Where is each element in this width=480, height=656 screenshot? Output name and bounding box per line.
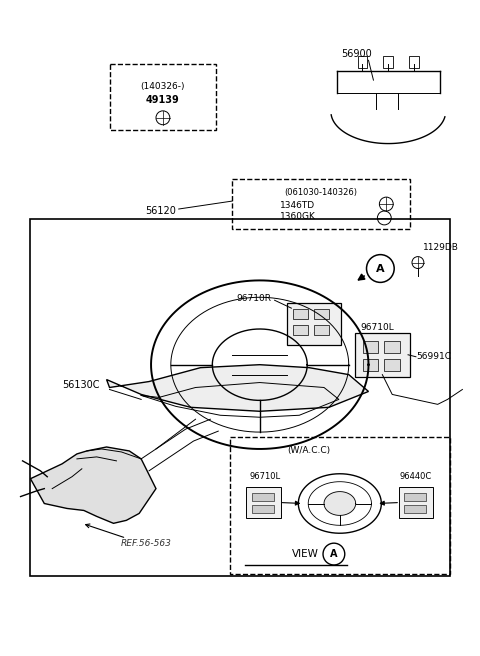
Text: 56900: 56900 xyxy=(341,49,372,59)
Text: 1346TD: 1346TD xyxy=(279,201,315,209)
Text: (061030-140326): (061030-140326) xyxy=(285,188,358,197)
Text: (W/A.C.C): (W/A.C.C) xyxy=(288,447,331,455)
Bar xyxy=(358,56,367,68)
Text: 96710R: 96710R xyxy=(237,294,272,303)
Text: 56130C: 56130C xyxy=(62,380,99,390)
Text: 56120: 56120 xyxy=(145,206,176,216)
Bar xyxy=(384,341,400,353)
Text: 56991C: 56991C xyxy=(416,352,451,361)
Bar xyxy=(293,325,308,335)
Bar xyxy=(30,219,450,576)
Text: 49139: 49139 xyxy=(146,95,180,105)
Bar xyxy=(362,359,378,371)
Bar xyxy=(314,325,329,335)
Polygon shape xyxy=(107,365,369,411)
Text: 96710L: 96710L xyxy=(249,472,280,482)
Polygon shape xyxy=(324,491,356,516)
Bar xyxy=(404,493,426,501)
Text: 1360GK: 1360GK xyxy=(279,213,315,222)
Bar xyxy=(409,56,419,68)
Text: A: A xyxy=(376,264,384,274)
Bar xyxy=(314,309,329,319)
Text: 96710L: 96710L xyxy=(360,323,395,333)
FancyBboxPatch shape xyxy=(288,303,341,345)
Bar xyxy=(293,309,308,319)
Bar xyxy=(404,506,426,514)
Bar xyxy=(384,359,400,371)
Text: (140326-): (140326-) xyxy=(141,81,185,91)
Text: VIEW: VIEW xyxy=(292,549,319,559)
Text: 96440C: 96440C xyxy=(400,472,432,482)
Bar xyxy=(252,506,274,514)
FancyBboxPatch shape xyxy=(246,487,281,518)
FancyBboxPatch shape xyxy=(355,333,410,377)
Text: 1129DB: 1129DB xyxy=(423,243,459,252)
Bar xyxy=(384,56,393,68)
FancyBboxPatch shape xyxy=(399,487,433,518)
Bar xyxy=(252,493,274,501)
Polygon shape xyxy=(30,447,156,523)
Bar xyxy=(362,341,378,353)
Circle shape xyxy=(323,543,345,565)
Text: A: A xyxy=(330,549,337,559)
Circle shape xyxy=(367,255,394,282)
Text: REF.56-563: REF.56-563 xyxy=(120,539,171,548)
